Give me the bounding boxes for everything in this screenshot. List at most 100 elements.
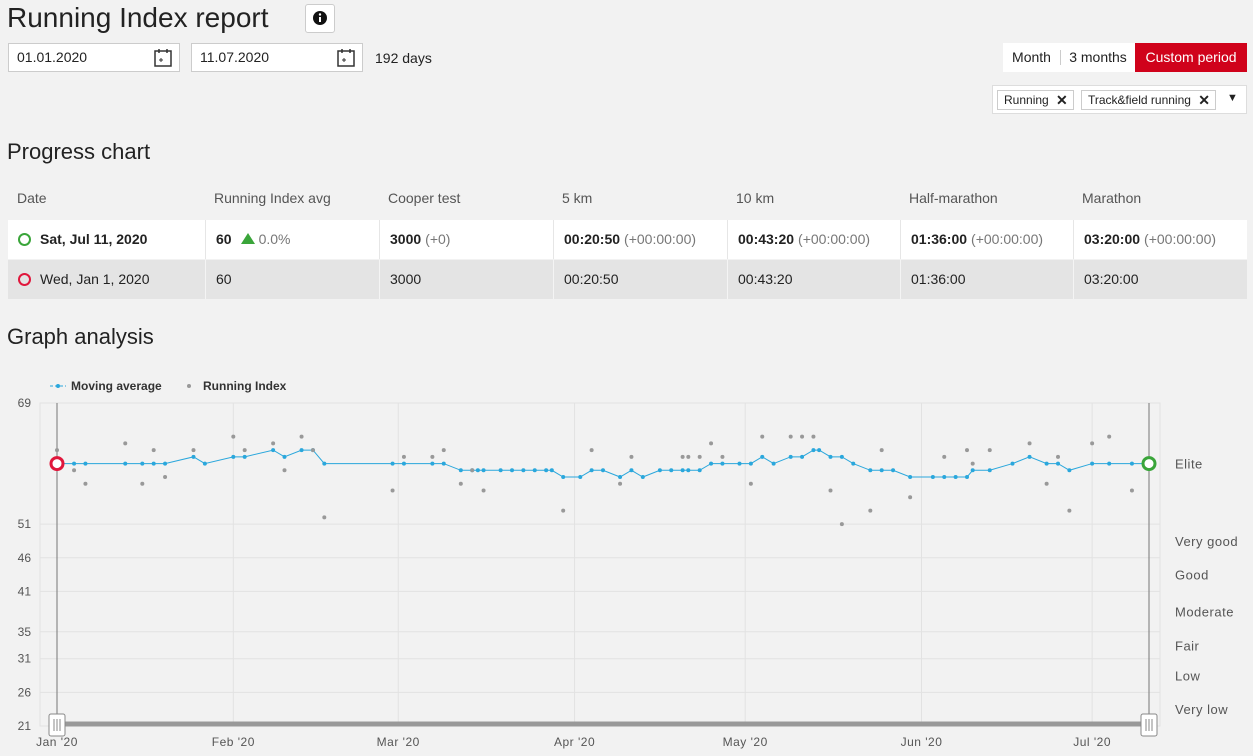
- moving-average-point: [737, 461, 742, 466]
- cell-value: 60: [216, 231, 232, 247]
- filter-tag[interactable]: Track&field running ✕: [1081, 90, 1216, 110]
- moving-average-point: [748, 461, 753, 466]
- cell-value: 00:43:20: [738, 271, 793, 287]
- filter-tag[interactable]: Running ✕: [997, 90, 1074, 110]
- cell-value: 00:20:50: [564, 271, 619, 287]
- moving-average-point: [828, 454, 833, 459]
- moving-average-point: [202, 461, 207, 466]
- running-index-point: [942, 454, 947, 459]
- y-tick-label: 69: [18, 396, 32, 410]
- running-index-point: [828, 488, 833, 493]
- moving-average-point: [1056, 461, 1060, 466]
- running-index-point: [680, 454, 685, 459]
- moving-average-point: [1027, 454, 1032, 459]
- running-index-point: [697, 454, 702, 459]
- running-index-point: [140, 481, 145, 486]
- y-tick-label: 46: [18, 551, 32, 565]
- moving-average-point: [140, 461, 145, 466]
- table-cell: Wed, Jan 1, 2020: [8, 260, 205, 299]
- plot-frame: [39, 402, 1161, 727]
- moving-average-point: [322, 461, 327, 466]
- running-index-point: [1090, 441, 1095, 446]
- cell-value: 01:36:00: [911, 231, 968, 247]
- running-index-point: [908, 495, 913, 500]
- legend-label: Moving average: [71, 379, 162, 393]
- y-tick-label: 26: [18, 685, 32, 699]
- x-tick-label: May '20: [723, 735, 768, 749]
- dropdown-arrow[interactable]: ▼: [1227, 92, 1238, 104]
- section-title: Progress chart: [7, 139, 151, 164]
- x-tick-label: Feb '20: [212, 735, 255, 749]
- table-cell: 00:43:20: [727, 260, 900, 299]
- table-cell: 3000: [379, 260, 553, 299]
- legend-label: Running Index: [203, 379, 287, 393]
- y-tick-label: 35: [18, 625, 32, 639]
- running-index-point: [310, 448, 315, 453]
- x-tick-label: Apr '20: [554, 735, 595, 749]
- running-index-point: [72, 468, 77, 473]
- status-dot: [18, 233, 31, 246]
- table-cell: 03:20:00 (+00:00:00): [1073, 220, 1247, 259]
- moving-average-point: [578, 475, 583, 480]
- moving-average-point: [817, 448, 822, 453]
- period-button[interactable]: 3 months: [1069, 49, 1127, 65]
- moving-average-point: [72, 461, 77, 466]
- period-button[interactable]: Month: [1012, 49, 1051, 65]
- column-header: 10 km: [736, 190, 775, 206]
- period-button-active[interactable]: Custom period: [1135, 43, 1247, 72]
- status-dot: [18, 273, 31, 286]
- running-index-point: [55, 448, 59, 453]
- running-index-point: [686, 454, 691, 459]
- running-index-point: [231, 434, 236, 439]
- zone-label: Good: [1175, 568, 1209, 583]
- running-index-point: [1129, 488, 1134, 493]
- moving-average-point: [1044, 461, 1049, 466]
- moving-average-point: [231, 454, 236, 459]
- running-index-point: [1067, 508, 1072, 513]
- remove-icon[interactable]: ✕: [1198, 92, 1210, 108]
- moving-average-point: [532, 468, 537, 473]
- info-button[interactable]: [305, 4, 335, 33]
- cell-value: 03:20:00: [1084, 231, 1141, 247]
- running-index-point: [720, 454, 725, 459]
- cell-value: Wed, Jan 1, 2020: [40, 271, 150, 287]
- running-index-point: [760, 434, 765, 439]
- moving-average-point: [589, 468, 594, 473]
- column-header: Marathon: [1082, 190, 1142, 206]
- table-cell: Sat, Jul 11, 2020: [8, 220, 205, 259]
- running-index-point: [242, 448, 247, 453]
- date-from-input[interactable]: 01.01.2020: [8, 43, 180, 72]
- moving-average-point: [271, 448, 276, 453]
- running-index-point: [1107, 434, 1112, 439]
- date-to-input[interactable]: 11.07.2020: [191, 43, 363, 72]
- moving-average-point: [441, 461, 446, 466]
- running-index-point: [282, 468, 287, 473]
- table-cell: 00:43:20 (+00:00:00): [727, 220, 900, 259]
- moving-average-point: [811, 448, 816, 453]
- moving-average-point: [868, 468, 873, 473]
- zone-label: Fair: [1175, 638, 1200, 653]
- moving-average-point: [1129, 461, 1134, 466]
- running-index-point: [163, 475, 168, 480]
- cell-change: (+0): [425, 231, 451, 247]
- section-title: Graph analysis: [7, 324, 154, 349]
- remove-icon[interactable]: ✕: [1055, 92, 1068, 108]
- running-index-point: [470, 468, 475, 473]
- moving-average-point: [680, 468, 685, 473]
- moving-average-point: [430, 461, 435, 466]
- moving-average-point: [151, 461, 156, 466]
- moving-average-point: [618, 475, 623, 480]
- moving-average-point: [299, 448, 304, 453]
- moving-average-point: [839, 454, 844, 459]
- running-index-point: [629, 454, 634, 459]
- running-index-point: [390, 488, 395, 493]
- running-index-point: [589, 448, 594, 453]
- moving-average-point: [544, 468, 549, 473]
- column-header: Cooper test: [388, 190, 461, 206]
- end-marker: [1141, 456, 1157, 472]
- moving-average-point: [908, 475, 913, 480]
- zone-label: Low: [1175, 669, 1200, 684]
- zone-label: Moderate: [1175, 605, 1234, 620]
- moving-average-point: [123, 461, 128, 466]
- running-index-point: [561, 508, 566, 513]
